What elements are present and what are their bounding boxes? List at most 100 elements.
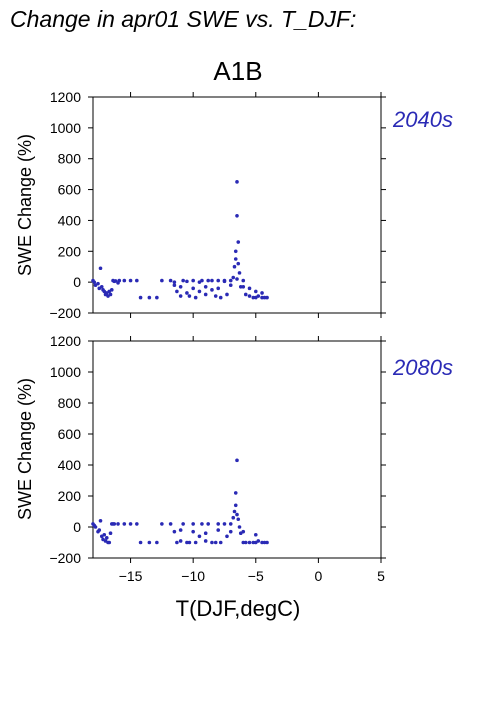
data-point: [233, 491, 238, 495]
data-point: [256, 539, 261, 543]
data-point: [203, 539, 208, 543]
data-point: [203, 292, 208, 297]
data-point: [197, 280, 202, 284]
data-point: [98, 519, 103, 523]
data-point: [172, 280, 177, 284]
data-point: [253, 289, 258, 294]
data-point: [107, 540, 112, 545]
data-points: [91, 180, 269, 300]
data-point: [116, 522, 120, 526]
y-axis-ticks: −200 0 200 400 600 800 1000 1200: [49, 333, 386, 566]
y-tick-label: −200: [49, 550, 81, 566]
y-tick-label: 800: [58, 151, 82, 167]
data-point: [168, 522, 173, 526]
y-axis-label: SWE Change (%): [15, 134, 35, 276]
panel-2040s: −200 0 200 400 600 800 1000 1200 SWE Change (%)…: [15, 89, 453, 321]
data-point: [122, 522, 127, 526]
data-point: [172, 283, 177, 288]
data-point: [262, 540, 267, 545]
data-point: [175, 540, 179, 545]
data-point: [247, 294, 252, 298]
panel-label: 2040s: [392, 107, 453, 132]
data-point: [232, 264, 237, 269]
data-point: [178, 284, 183, 289]
data-point: [193, 295, 198, 300]
data-point: [228, 283, 233, 288]
y-tick-label: −200: [49, 305, 81, 321]
plot-frame: [92, 96, 382, 314]
data-point: [147, 295, 152, 300]
data-point: [213, 294, 218, 298]
data-point: [187, 294, 192, 298]
data-point: [160, 278, 164, 283]
y-tick-label: 600: [58, 426, 82, 442]
data-point: [265, 540, 269, 545]
data-point: [235, 214, 239, 218]
y-tick-label: 0: [73, 274, 81, 290]
data-point: [218, 540, 223, 545]
data-point: [251, 295, 256, 300]
data-point: [122, 278, 127, 283]
data-point: [117, 278, 122, 283]
data-point: [155, 540, 159, 545]
y-tick-label: 200: [58, 488, 82, 504]
data-point: [135, 522, 139, 526]
y-tick-label: 1000: [50, 364, 81, 380]
data-point: [228, 522, 233, 526]
data-point: [96, 281, 100, 286]
data-point: [181, 522, 185, 526]
y-tick-label: 400: [58, 457, 82, 473]
data-point: [178, 528, 183, 532]
data-point: [109, 288, 114, 292]
data-point: [175, 289, 179, 294]
data-point: [206, 278, 210, 283]
data-point: [185, 540, 189, 545]
data-point: [178, 539, 183, 543]
data-point: [232, 509, 237, 514]
data-point: [193, 540, 198, 545]
data-point: [235, 512, 239, 517]
data-point: [225, 534, 229, 539]
data-point: [213, 540, 218, 545]
y-tick-label: 800: [58, 395, 82, 411]
data-point: [108, 292, 113, 297]
data-point: [191, 522, 195, 526]
y-tick-label: 1000: [50, 120, 81, 136]
data-point: [235, 458, 239, 463]
data-point: [128, 278, 133, 283]
x-tick-label: 5: [377, 568, 385, 584]
data-point: [231, 515, 236, 520]
data-point: [203, 531, 208, 535]
data-point: [235, 180, 239, 184]
data-point: [168, 278, 173, 283]
y-tick-label: 200: [58, 243, 82, 259]
data-point: [225, 292, 229, 297]
data-point: [203, 284, 208, 289]
data-point: [243, 292, 248, 297]
x-axis-label: T(DJF,degC): [176, 596, 301, 621]
data-point: [187, 540, 192, 545]
data-point: [210, 288, 214, 292]
x-tick-label: −10: [181, 568, 205, 584]
data-point: [128, 522, 133, 526]
data-point: [260, 291, 264, 295]
data-point: [216, 528, 221, 532]
data-point: [216, 286, 221, 291]
data-point: [241, 284, 246, 289]
x-tick-label: −15: [119, 568, 143, 584]
data-point: [237, 525, 242, 529]
data-point: [216, 522, 221, 526]
data-point: [247, 286, 252, 291]
y-tick-label: 400: [58, 212, 82, 228]
scenario-title: A1B: [213, 56, 262, 86]
data-point: [238, 284, 243, 289]
data-point: [251, 540, 256, 545]
data-point: [222, 522, 227, 526]
data-point: [260, 295, 264, 300]
data-point: [228, 529, 233, 534]
data-point: [222, 279, 227, 284]
data-point: [155, 295, 159, 300]
data-point: [231, 275, 236, 280]
y-tick-label: 1200: [50, 333, 81, 349]
y-axis-label: SWE Change (%): [15, 378, 35, 520]
